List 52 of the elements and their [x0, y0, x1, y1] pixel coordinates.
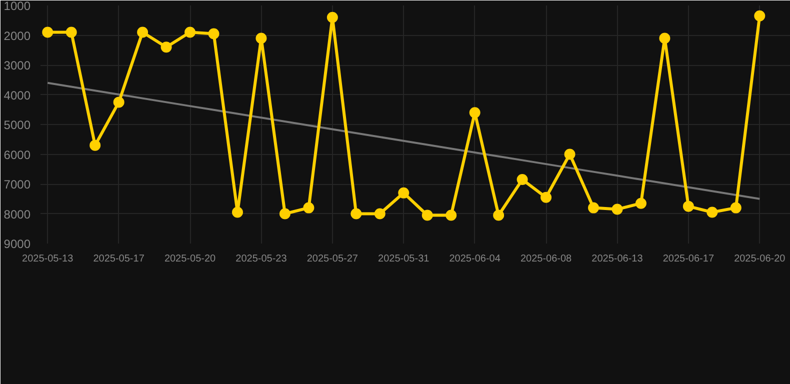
y-tick-label: 7000 — [4, 178, 31, 192]
line-series — [46, 82, 761, 200]
point — [279, 208, 290, 220]
x-tick-label: 2025-06-17 — [662, 254, 714, 264]
point — [256, 32, 267, 44]
point — [113, 96, 124, 108]
point — [303, 202, 314, 214]
point — [446, 210, 457, 221]
point — [754, 10, 766, 22]
point — [42, 26, 54, 38]
point — [516, 174, 528, 186]
x-tick-label: 2025-05-27 — [306, 254, 358, 264]
point — [160, 42, 172, 53]
x-tick-label: 2025-06-04 — [449, 254, 501, 264]
point — [326, 12, 338, 23]
point — [493, 210, 504, 221]
y-tick-label: 8000 — [4, 207, 31, 222]
point — [66, 26, 77, 38]
y-tick-label: 2000 — [4, 28, 31, 43]
point — [682, 200, 694, 212]
x-tick-label: 2025-05-13 — [22, 254, 74, 264]
point — [422, 210, 433, 221]
x-tick-label: 2025-05-31 — [378, 254, 430, 264]
point — [350, 208, 362, 220]
y-tick-label: 9000 — [4, 237, 31, 251]
point — [612, 204, 623, 215]
point — [398, 187, 410, 198]
y-tick-label: 6000 — [4, 148, 31, 162]
point — [374, 208, 386, 220]
point — [730, 202, 742, 214]
point — [90, 140, 101, 151]
y-tick-label: 3000 — [4, 58, 31, 72]
point — [564, 148, 576, 160]
point — [232, 206, 243, 218]
x-tick-label: 2025-05-17 — [93, 254, 145, 264]
point — [588, 202, 600, 214]
x-tick-label: 2025-06-08 — [520, 254, 572, 264]
y-tick-label: 1000 — [4, 0, 31, 13]
point — [635, 198, 646, 209]
point — [469, 107, 480, 118]
point — [137, 26, 148, 38]
y-tick-label: 5000 — [4, 118, 31, 132]
point — [706, 206, 718, 218]
y-tick-label: 4000 — [4, 88, 31, 102]
point — [540, 192, 552, 203]
x-tick-label: 2025-06-13 — [592, 254, 644, 264]
point — [208, 28, 220, 40]
x-tick-label: 2025-05-23 — [236, 254, 288, 264]
x-tick-label: 2025-05-20 — [164, 254, 216, 264]
point — [184, 26, 196, 38]
x-tick-label: 2025-06-20 — [734, 254, 786, 264]
point — [659, 32, 670, 44]
